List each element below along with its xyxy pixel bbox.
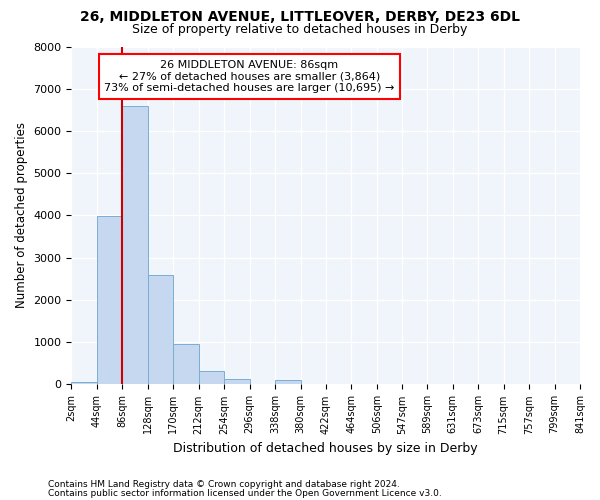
Text: Size of property relative to detached houses in Derby: Size of property relative to detached ho… xyxy=(133,22,467,36)
Text: Contains public sector information licensed under the Open Government Licence v3: Contains public sector information licen… xyxy=(48,488,442,498)
Y-axis label: Number of detached properties: Number of detached properties xyxy=(15,122,28,308)
Bar xyxy=(173,344,199,385)
Bar xyxy=(199,370,224,384)
Text: 26, MIDDLETON AVENUE, LITTLEOVER, DERBY, DE23 6DL: 26, MIDDLETON AVENUE, LITTLEOVER, DERBY,… xyxy=(80,10,520,24)
Bar xyxy=(148,274,173,384)
X-axis label: Distribution of detached houses by size in Derby: Distribution of detached houses by size … xyxy=(173,442,478,455)
Bar xyxy=(71,382,97,384)
Bar xyxy=(122,106,148,384)
Text: 26 MIDDLETON AVENUE: 86sqm  
← 27% of detached houses are smaller (3,864)
73% of: 26 MIDDLETON AVENUE: 86sqm ← 27% of deta… xyxy=(104,60,395,93)
Bar xyxy=(224,379,250,384)
Bar xyxy=(97,216,122,384)
Text: Contains HM Land Registry data © Crown copyright and database right 2024.: Contains HM Land Registry data © Crown c… xyxy=(48,480,400,489)
Bar xyxy=(275,380,301,384)
